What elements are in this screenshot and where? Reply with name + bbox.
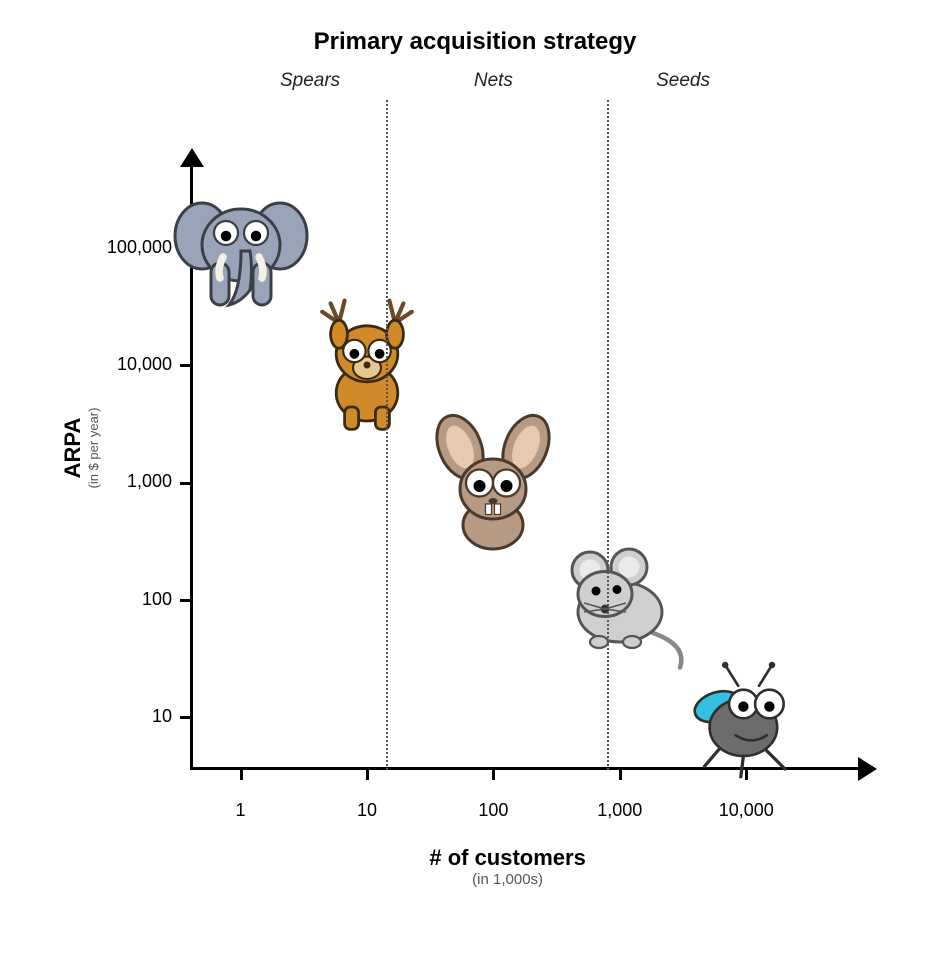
y-axis-tick bbox=[180, 482, 190, 485]
strategy-label-nets: Nets bbox=[443, 70, 543, 92]
y-axis-tick-label: 100,000 bbox=[82, 237, 172, 258]
mouse-icon bbox=[545, 525, 695, 675]
deer-icon bbox=[297, 295, 437, 435]
x-axis-tick-label: 1,000 bbox=[570, 800, 670, 821]
strategy-label-seeds: Seeds bbox=[633, 70, 733, 92]
strategy-divider-line bbox=[386, 100, 388, 770]
y-axis-tick bbox=[180, 364, 190, 367]
y-axis-tick-label: 10,000 bbox=[82, 354, 172, 375]
y-axis-tick-label: 1,000 bbox=[82, 471, 172, 492]
y-axis-tick bbox=[180, 599, 190, 602]
y-axis-tick-label: 100 bbox=[82, 589, 172, 610]
x-axis-tick-label: 1 bbox=[191, 800, 291, 821]
x-axis-title-group: # of customers (in 1,000s) bbox=[378, 845, 638, 888]
x-axis-tick bbox=[619, 770, 622, 780]
chart-container: Primary acquisition strategy bbox=[0, 0, 950, 970]
y-axis-arrowhead-icon bbox=[180, 148, 204, 167]
y-axis-title: ARPA bbox=[60, 358, 86, 538]
y-axis-title-group: ARPA (in $ per year) bbox=[60, 358, 101, 538]
x-axis-tick bbox=[240, 770, 243, 780]
x-axis-title: # of customers bbox=[378, 845, 638, 871]
x-axis-tick bbox=[492, 770, 495, 780]
y-axis-tick-label: 10 bbox=[82, 706, 172, 727]
y-axis-tick bbox=[180, 716, 190, 719]
strategy-label-spears: Spears bbox=[260, 70, 360, 92]
elephant-icon bbox=[166, 173, 316, 323]
plot-area bbox=[190, 160, 860, 770]
x-axis-tick bbox=[366, 770, 369, 780]
fly-icon bbox=[681, 652, 811, 782]
x-axis-tick-label: 10 bbox=[317, 800, 417, 821]
y-axis-subtitle: (in $ per year) bbox=[86, 358, 101, 538]
x-axis-tick-label: 100 bbox=[443, 800, 543, 821]
strategy-divider-line bbox=[607, 100, 609, 770]
x-axis-subtitle: (in 1,000s) bbox=[378, 871, 638, 888]
x-axis-arrowhead-icon bbox=[858, 757, 877, 781]
x-axis-tick-label: 10,000 bbox=[696, 800, 796, 821]
chart-title: Primary acquisition strategy bbox=[0, 28, 950, 56]
